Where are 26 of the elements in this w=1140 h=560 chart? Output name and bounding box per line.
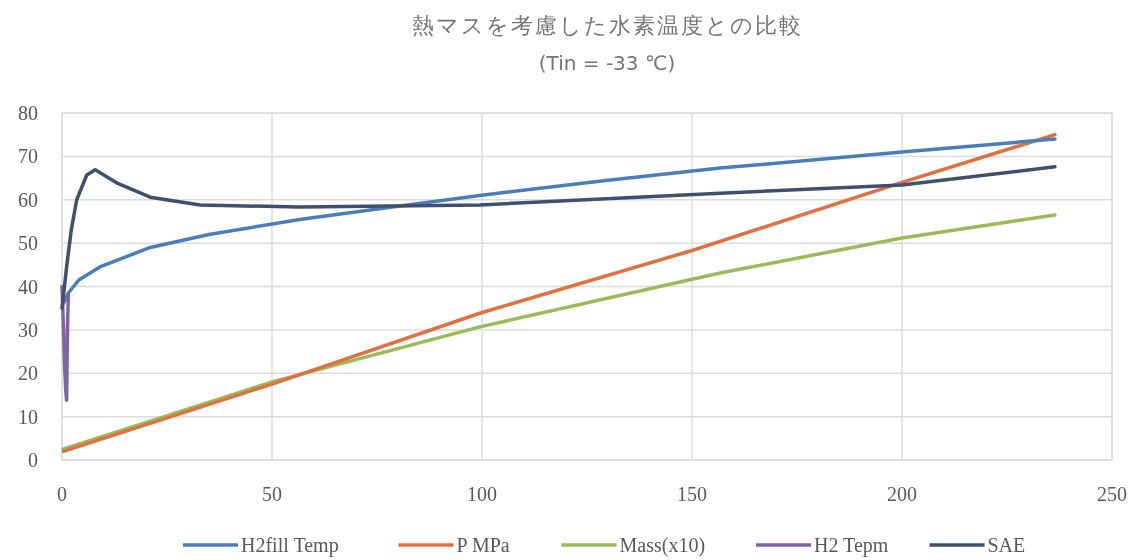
legend-label: P MPa [456, 534, 510, 556]
y-tick-label: 80 [18, 102, 38, 124]
x-tick-label: 250 [1097, 483, 1127, 505]
chart-title: 熱マスを考慮した水素温度との比較 [411, 13, 803, 38]
chart-subtitle: (Tin = -33 ℃) [538, 51, 676, 75]
x-tick-label: 0 [57, 483, 67, 505]
x-tick-label: 50 [262, 483, 282, 505]
y-tick-label: 40 [18, 275, 38, 298]
y-tick-label: 10 [18, 405, 38, 428]
y-tick-label: 0 [28, 449, 38, 471]
legend-label: Mass(x10) [619, 534, 706, 557]
legend-label: H2 Tepm [814, 534, 889, 557]
x-tick-label: 100 [467, 483, 497, 505]
y-tick-label: 20 [18, 362, 38, 385]
legend-label: H2fill Temp [241, 534, 339, 557]
x-tick-label: 150 [677, 483, 707, 505]
y-tick-label: 30 [18, 318, 38, 341]
line-series [60, 165, 1057, 310]
legend-label: SAE [987, 534, 1026, 556]
line-series [61, 132, 1057, 454]
line-series [61, 137, 1057, 306]
y-tick-label: 70 [18, 145, 38, 168]
y-tick-label: 50 [18, 232, 38, 255]
y-tick-label: 60 [18, 188, 38, 211]
line-series [61, 213, 1057, 451]
x-tick-label: 200 [887, 483, 917, 505]
